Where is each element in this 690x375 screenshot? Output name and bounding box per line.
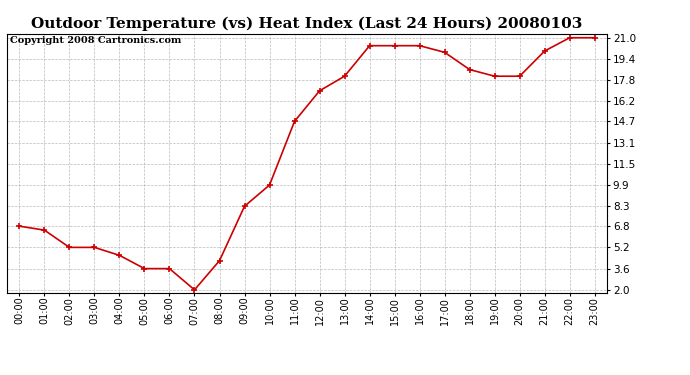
Text: Copyright 2008 Cartronics.com: Copyright 2008 Cartronics.com (10, 36, 181, 45)
Title: Outdoor Temperature (vs) Heat Index (Last 24 Hours) 20080103: Outdoor Temperature (vs) Heat Index (Las… (31, 17, 583, 31)
